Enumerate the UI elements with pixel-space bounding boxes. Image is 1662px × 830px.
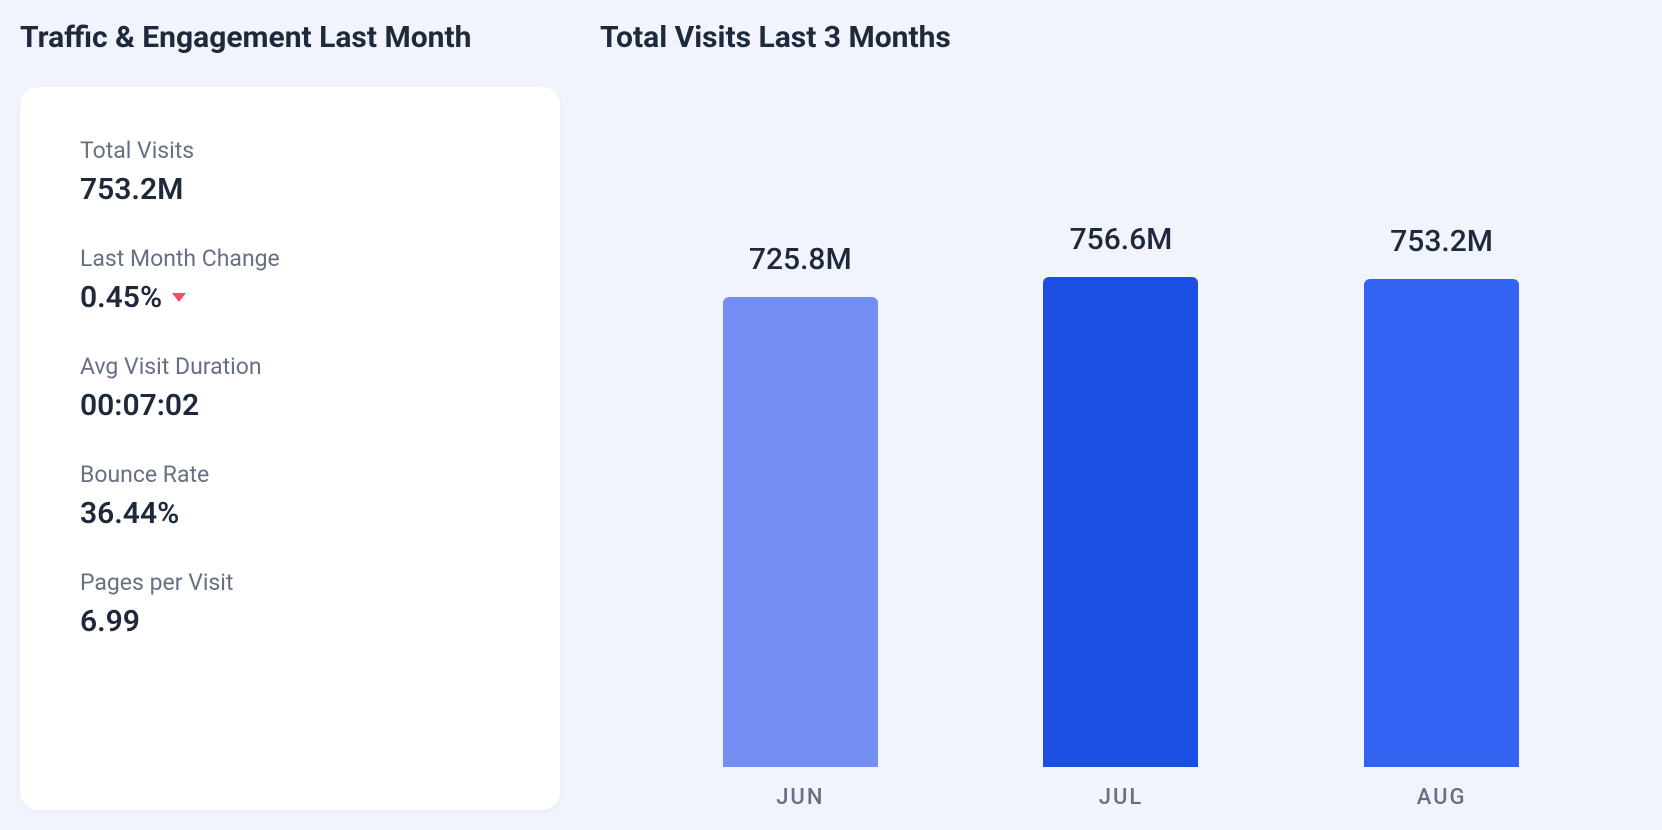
bar: [723, 297, 878, 767]
bar-group-2: 753.2M AUG: [1342, 224, 1542, 810]
bar-group-1: 756.6M JUL: [1021, 222, 1221, 810]
bar-value-label: 753.2M: [1390, 224, 1493, 259]
metric-value: 6.99: [80, 604, 500, 639]
metric-value: 36.44%: [80, 496, 500, 531]
bar-group-0: 725.8M JUN: [700, 242, 900, 810]
metric-last-month-change: Last Month Change 0.45%: [80, 245, 500, 315]
metric-label: Pages per Visit: [80, 569, 500, 596]
metric-value-text: 6.99: [80, 604, 140, 639]
total-visits-panel: Total Visits Last 3 Months 725.8M JUN 75…: [600, 20, 1642, 810]
metric-value: 0.45%: [80, 280, 500, 315]
traffic-engagement-panel: Traffic & Engagement Last Month Total Vi…: [20, 20, 560, 810]
trend-down-icon: [172, 293, 186, 302]
metric-total-visits: Total Visits 753.2M: [80, 137, 500, 207]
metric-label: Avg Visit Duration: [80, 353, 500, 380]
metric-value: 753.2M: [80, 172, 500, 207]
dashboard-container: Traffic & Engagement Last Month Total Vi…: [0, 0, 1662, 830]
bar-category-label: JUL: [1099, 785, 1144, 810]
total-visits-title: Total Visits Last 3 Months: [600, 20, 1642, 55]
metric-value-text: 0.45%: [80, 280, 162, 315]
metric-label: Last Month Change: [80, 245, 500, 272]
traffic-engagement-title: Traffic & Engagement Last Month: [20, 20, 560, 55]
bar: [1364, 279, 1519, 767]
metric-value-text: 36.44%: [80, 496, 179, 531]
metrics-card: Total Visits 753.2M Last Month Change 0.…: [20, 87, 560, 810]
bar-category-label: AUG: [1417, 785, 1467, 810]
metric-label: Bounce Rate: [80, 461, 500, 488]
metric-pages-per-visit: Pages per Visit 6.99: [80, 569, 500, 639]
metric-value-text: 00:07:02: [80, 388, 199, 423]
metric-label: Total Visits: [80, 137, 500, 164]
bar-chart: 725.8M JUN 756.6M JUL 753.2M AUG: [600, 87, 1642, 810]
bar-value-label: 756.6M: [1070, 222, 1173, 257]
metric-value: 00:07:02: [80, 388, 500, 423]
bar-category-label: JUN: [776, 785, 824, 810]
bar-value-label: 725.8M: [749, 242, 852, 277]
metric-bounce-rate: Bounce Rate 36.44%: [80, 461, 500, 531]
metric-value-text: 753.2M: [80, 172, 183, 207]
bar: [1043, 277, 1198, 767]
metric-avg-visit-duration: Avg Visit Duration 00:07:02: [80, 353, 500, 423]
